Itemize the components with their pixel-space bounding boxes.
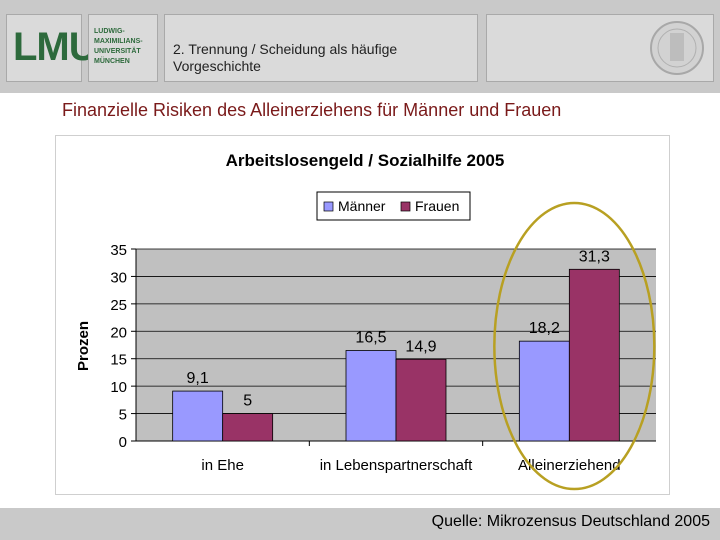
source-note: Quelle: Mikrozensus Deutschland 2005 bbox=[431, 513, 710, 530]
logo-line: LUDWIG- bbox=[94, 28, 125, 35]
y-tick-label: 30 bbox=[110, 269, 127, 286]
header-title: 2. Trennung / Scheidung als häufige Vorg… bbox=[173, 41, 398, 74]
legend-swatch-maenner bbox=[323, 201, 334, 212]
lmu-logo: LMU bbox=[6, 14, 98, 82]
highlight-ellipse bbox=[493, 201, 656, 491]
chart-frame: Arbeitslosengeld / Sozialhilfe 2005 Männ… bbox=[55, 135, 670, 495]
y-tick-label: 10 bbox=[110, 379, 127, 396]
data-label-frauen: 14,9 bbox=[405, 338, 436, 355]
bar-maenner bbox=[345, 350, 397, 442]
legend: Männer Frauen bbox=[316, 191, 471, 221]
footer-bar bbox=[0, 508, 720, 540]
university-name: LUDWIG- MAXIMILIANS- UNIVERSITÄT MÜNCHEN bbox=[88, 14, 158, 82]
bar-frauen bbox=[222, 413, 274, 442]
legend-swatch-frauen bbox=[400, 201, 411, 212]
data-label-maenner: 18,2 bbox=[529, 320, 560, 337]
data-label-maenner: 16,5 bbox=[355, 329, 386, 346]
y-tick-label: 20 bbox=[110, 324, 127, 341]
logo-line: MAXIMILIANS- bbox=[94, 38, 143, 45]
data-label-frauen: 5 bbox=[243, 393, 252, 410]
data-label-maenner: 9,1 bbox=[187, 370, 209, 387]
y-tick-label: 5 bbox=[119, 407, 127, 424]
x-tick-label: in Lebenspartnerschaft bbox=[320, 457, 473, 474]
bar-frauen bbox=[568, 268, 620, 442]
seal-panel bbox=[486, 14, 714, 82]
x-tick-label: in Ehe bbox=[201, 457, 244, 474]
slide-title: Finanzielle Risiken des Alleinerziehens … bbox=[62, 100, 562, 120]
logo-line: MÜNCHEN bbox=[94, 58, 130, 65]
y-tick-label: 0 bbox=[119, 434, 127, 451]
logo-line: UNIVERSITÄT bbox=[94, 48, 141, 55]
chart-title: Arbeitslosengeld / Sozialhilfe 2005 bbox=[226, 151, 505, 170]
y-axis-label: Prozen bbox=[75, 321, 92, 371]
legend-box bbox=[316, 191, 471, 221]
x-tick-label: Alleinerziehend bbox=[518, 457, 621, 474]
logo-mark: LMU bbox=[13, 25, 98, 69]
bar-maenner bbox=[172, 390, 224, 442]
header-bar: LMU LUDWIG- MAXIMILIANS- UNIVERSITÄT MÜN… bbox=[0, 0, 720, 93]
y-tick-label: 35 bbox=[110, 242, 127, 259]
header-title-box: 2. Trennung / Scheidung als häufige Vorg… bbox=[164, 14, 478, 82]
legend-label-frauen: Frauen bbox=[415, 198, 459, 214]
y-tick-label: 25 bbox=[110, 297, 127, 314]
y-tick-label: 15 bbox=[110, 352, 127, 369]
data-label-frauen: 31,3 bbox=[579, 248, 610, 265]
bar-chart: Arbeitslosengeld / Sozialhilfe 2005 Männ… bbox=[75, 151, 656, 491]
bar-frauen bbox=[395, 358, 447, 442]
university-seal-icon bbox=[650, 21, 704, 75]
legend-label-maenner: Männer bbox=[338, 198, 386, 214]
bar-maenner bbox=[518, 340, 570, 442]
